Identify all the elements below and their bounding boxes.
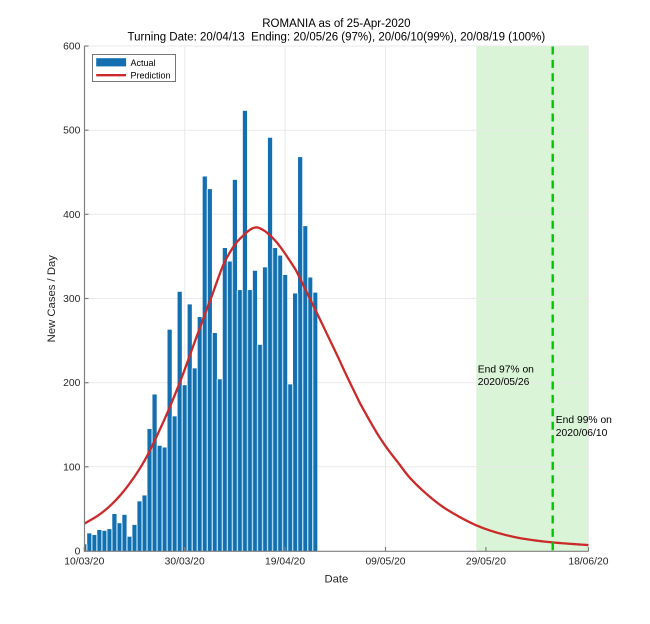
svg-text:29/05/20: 29/05/20 — [466, 557, 506, 568]
svg-text:End 99% on: End 99% on — [556, 415, 612, 426]
svg-text:0: 0 — [75, 547, 81, 558]
svg-text:2020/06/10: 2020/06/10 — [556, 428, 608, 439]
svg-text:09/05/20: 09/05/20 — [365, 557, 405, 568]
svg-text:200: 200 — [63, 378, 80, 389]
svg-text:18/06/20: 18/06/20 — [568, 557, 608, 568]
svg-text:Date: Date — [324, 574, 348, 586]
svg-text:600: 600 — [63, 42, 80, 53]
svg-text:100: 100 — [63, 462, 80, 473]
svg-text:New Cases / Day: New Cases / Day — [46, 255, 58, 343]
svg-text:2020/05/26: 2020/05/26 — [478, 377, 530, 388]
svg-text:300: 300 — [63, 294, 80, 305]
svg-text:End 97% on: End 97% on — [478, 365, 534, 376]
svg-text:10/03/20: 10/03/20 — [64, 557, 104, 568]
svg-text:Actual: Actual — [131, 58, 156, 68]
svg-text:19/04/20: 19/04/20 — [265, 557, 305, 568]
svg-text:400: 400 — [63, 210, 80, 221]
svg-text:Turning Date: 20/04/13 Ending: Turning Date: 20/04/13 Ending: 20/05/26 … — [128, 32, 546, 44]
svg-text:500: 500 — [63, 126, 80, 137]
svg-text:ROMANIA as of 25-Apr-2020: ROMANIA as of 25-Apr-2020 — [262, 18, 410, 30]
svg-text:30/03/20: 30/03/20 — [165, 557, 205, 568]
svg-text:Prediction: Prediction — [131, 71, 171, 81]
